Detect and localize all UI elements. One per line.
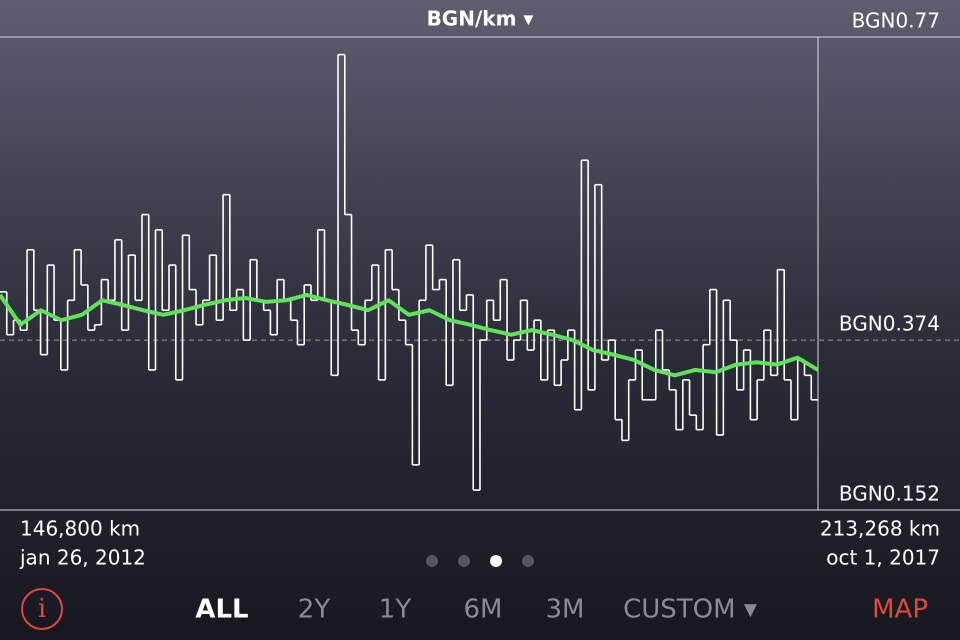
range-tab[interactable]: 6M [464, 595, 503, 625]
y-tick-label: BGN0.374 [839, 312, 940, 336]
range-tab[interactable]: ALL [195, 595, 248, 625]
range-end-distance: 213,268 km [820, 517, 940, 541]
range-start-distance: 146,800 km [20, 517, 140, 541]
page-dot[interactable] [522, 555, 534, 567]
page-dot[interactable] [426, 555, 438, 567]
page-dot-active[interactable] [490, 555, 502, 567]
average-line [0, 292, 820, 378]
map-button[interactable]: MAP [872, 595, 928, 625]
info-icon[interactable]: i [38, 594, 46, 624]
y-tick-label: BGN0.77 [852, 9, 940, 33]
chart-title[interactable]: BGN/km ▾ [427, 7, 534, 31]
page-dot[interactable] [458, 555, 470, 567]
y-tick-label: BGN0.152 [839, 482, 940, 506]
range-start-date: jan 26, 2012 [19, 546, 146, 570]
range-tab[interactable]: 1Y [379, 595, 412, 625]
range-tab[interactable]: CUSTOM ▾ [623, 595, 757, 625]
range-end-date: oct 1, 2017 [826, 546, 940, 570]
range-tab[interactable]: 2Y [298, 595, 331, 625]
info-button[interactable] [21, 588, 63, 630]
range-tab[interactable]: 3M [546, 595, 585, 625]
